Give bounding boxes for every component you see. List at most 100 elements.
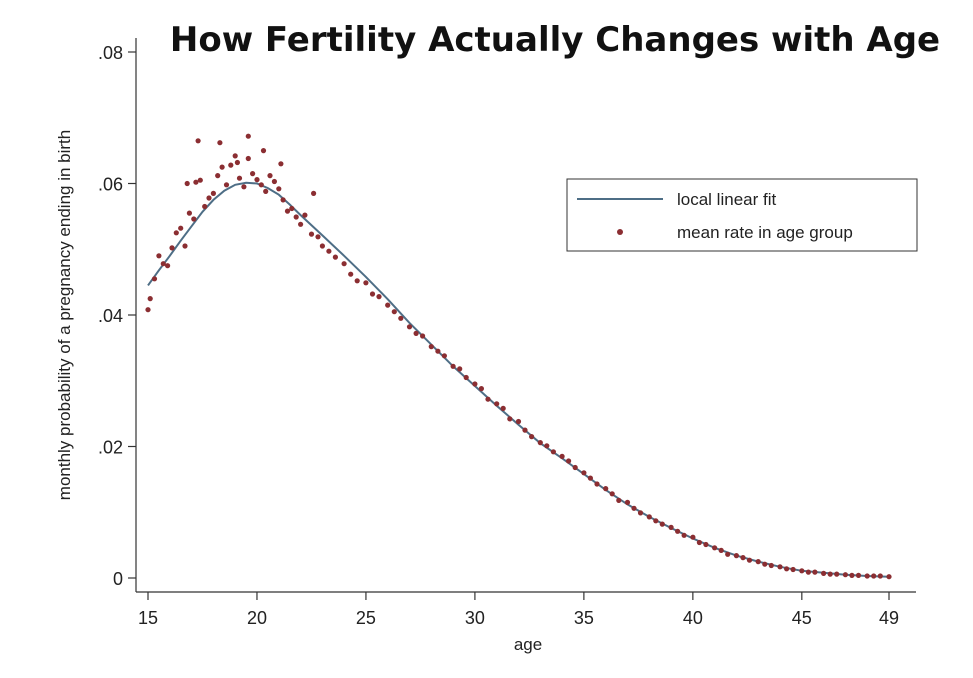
x-tick-label: 25 (356, 608, 376, 628)
data-point (254, 177, 260, 183)
data-point (457, 366, 463, 372)
x-tick-label: 45 (792, 608, 812, 628)
data-point (191, 216, 197, 222)
data-point (768, 562, 774, 569)
x-tick-label: 15 (138, 608, 158, 628)
data-point (616, 497, 622, 503)
data-point (681, 532, 687, 538)
y-tick-label: .04 (98, 306, 123, 326)
data-point (696, 539, 703, 546)
data-point (369, 291, 376, 297)
legend-label-fit: local linear fit (677, 190, 776, 209)
data-point (435, 348, 441, 354)
data-point (385, 302, 391, 308)
data-point (733, 553, 740, 559)
x-axis-label: age (514, 635, 542, 654)
data-point (202, 203, 208, 210)
data-point (762, 561, 768, 567)
data-point (740, 555, 746, 561)
data-point (228, 162, 234, 168)
data-point (886, 574, 892, 580)
data-point (725, 551, 731, 557)
data-point (755, 559, 761, 565)
data-point (341, 261, 347, 267)
data-point (507, 416, 513, 422)
x-ticks: 15 20 25 30 35 40 45 49 (138, 592, 899, 628)
data-point (522, 427, 528, 433)
data-point (232, 153, 238, 159)
data-point (278, 161, 284, 167)
data-point (500, 405, 506, 411)
data-point (348, 271, 354, 277)
data-point (653, 518, 659, 524)
data-point (420, 333, 426, 339)
data-point (289, 205, 295, 212)
data-point (293, 214, 299, 220)
data-point (151, 276, 158, 282)
data-point (284, 208, 291, 214)
data-point (271, 178, 277, 185)
data-point (169, 245, 175, 251)
legend: local linear fit mean rate in age group (566, 178, 918, 252)
data-point (147, 296, 153, 302)
data-point (478, 386, 484, 392)
data-point (315, 234, 321, 240)
data-point (319, 243, 325, 249)
data-point (441, 353, 447, 359)
data-point (258, 182, 264, 188)
data-point (594, 481, 600, 487)
x-tick-label: 49 (879, 608, 899, 628)
data-point (790, 566, 796, 573)
data-point (581, 470, 587, 476)
data-point (165, 263, 171, 269)
data-point (450, 363, 456, 369)
data-point (245, 155, 251, 162)
data-point (537, 440, 543, 446)
data-point (559, 453, 565, 459)
chart-title: How Fertility Actually Changes with Age (170, 20, 940, 60)
data-point (173, 230, 179, 236)
data-point (219, 164, 225, 170)
y-ticks: 0 .02 .04 .06 .08 (98, 43, 136, 589)
data-point (263, 188, 269, 194)
data-point (485, 396, 491, 402)
data-point (631, 505, 637, 511)
data-point (326, 248, 332, 254)
scatter-points-layer (145, 133, 892, 580)
data-point (603, 486, 609, 492)
data-point (746, 557, 753, 563)
y-tick-label: .08 (98, 43, 123, 63)
y-tick-label: 0 (113, 569, 123, 589)
data-point (864, 573, 870, 579)
data-point (156, 253, 162, 259)
data-point (463, 374, 469, 381)
x-tick-label: 35 (574, 608, 594, 628)
data-point (675, 528, 681, 534)
data-point (308, 231, 315, 237)
data-point (877, 573, 883, 579)
data-point (178, 225, 184, 231)
data-point (182, 243, 188, 249)
data-point (236, 175, 243, 181)
data-point (160, 261, 166, 267)
data-point (609, 491, 615, 497)
data-point (871, 573, 877, 579)
data-point (428, 344, 434, 350)
data-point (712, 545, 718, 551)
data-point (195, 138, 201, 144)
y-axis-label: monthly probability of a pregnancy endin… (55, 130, 74, 500)
data-point (184, 180, 190, 187)
data-point (234, 159, 240, 166)
data-point (572, 464, 578, 471)
data-point (145, 307, 151, 313)
data-point (376, 294, 382, 300)
data-point (193, 179, 199, 185)
data-point (587, 475, 594, 481)
data-point (363, 280, 369, 286)
data-point (777, 564, 783, 570)
y-tick-label: .02 (98, 438, 123, 458)
legend-label-points: mean rate in age group (677, 223, 853, 242)
data-point (406, 324, 413, 330)
data-point (245, 133, 251, 139)
